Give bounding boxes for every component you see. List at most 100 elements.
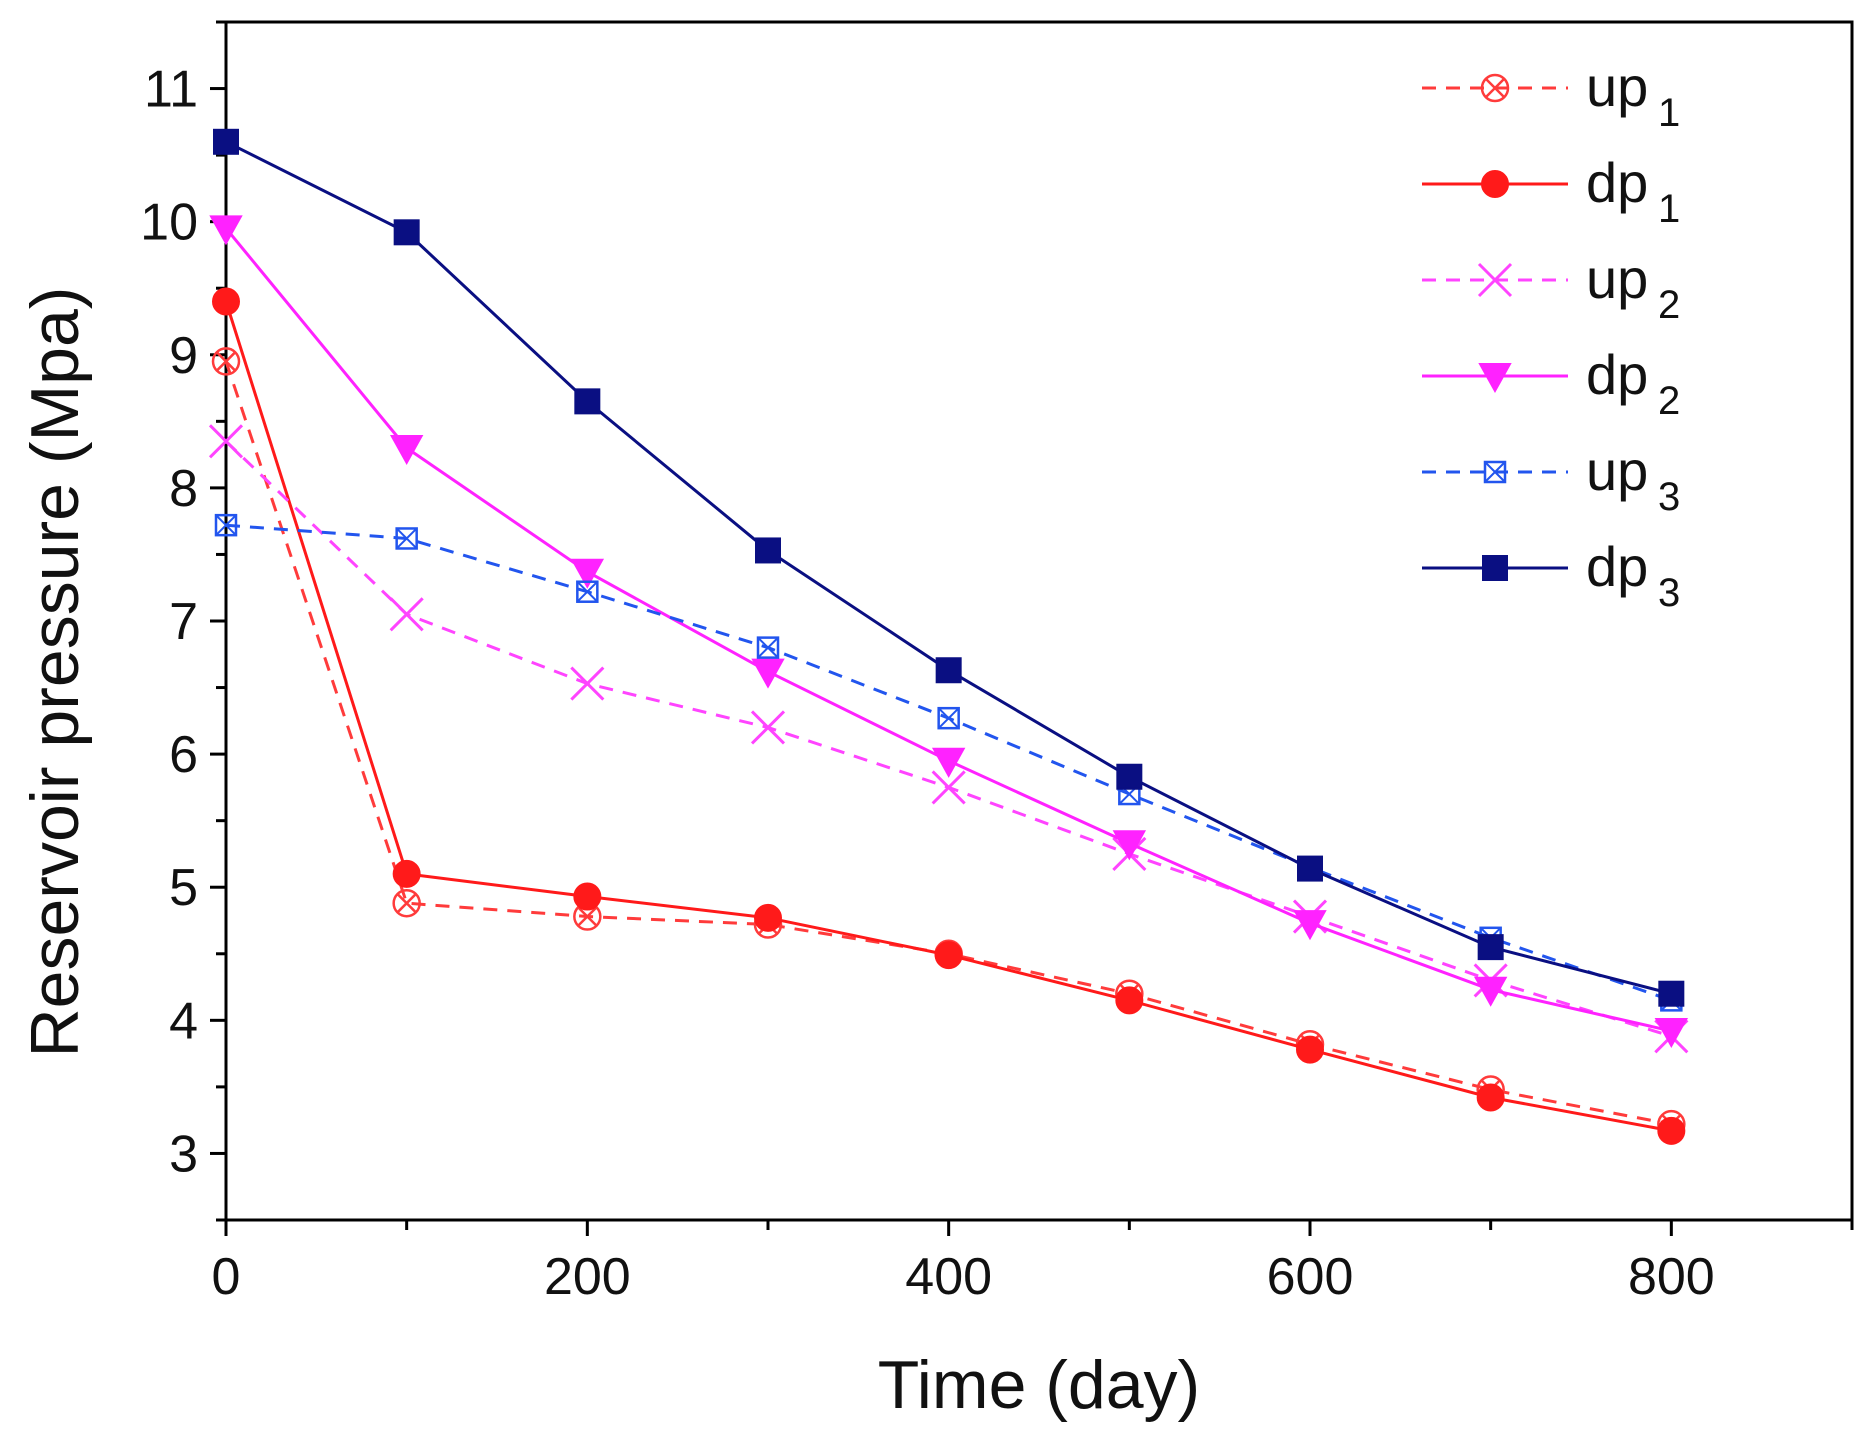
marker-box [937,706,960,730]
legend-entry: dp 2 [1422,343,1680,423]
x-tick-label: 0 [212,1248,241,1306]
legend-marker [1480,73,1510,103]
marker-cross [215,514,237,536]
data-point [1293,910,1327,941]
y-tick-label: 7 [169,593,198,651]
legend-subscript: 3 [1658,571,1680,615]
series-line [224,301,1672,1133]
y-tick-label: 11 [144,61,198,119]
data-point [931,770,966,805]
data-point [756,636,780,659]
legend-marker [1482,555,1508,581]
data-point [1297,855,1323,882]
marker-cross [757,636,779,659]
legend-subscript: 3 [1658,475,1680,519]
series-dp1 [212,287,1686,1145]
series-dp2 [209,215,1689,1049]
legend-label: dp [1586,343,1648,406]
data-point [1657,1116,1686,1145]
data-point [213,128,239,155]
marker-cross [1485,78,1505,98]
data-point [574,388,601,415]
legend-marker [1477,262,1513,298]
marker-cross [577,906,598,927]
marker-box [1483,460,1507,484]
x-tick-label: 600 [1267,1248,1354,1306]
legend-label: dp [1586,151,1648,214]
legend-entry: up 3 [1422,439,1680,519]
data-point [392,888,421,918]
y-tick-label: 5 [169,859,198,917]
data-point [1473,976,1508,1007]
marker-ring [392,888,421,918]
data-point [211,347,241,376]
data-point [570,558,605,589]
data-point [1654,1017,1689,1049]
marker-box [756,636,780,659]
y-tick-labels: 3 4 5 6 7 8 9 10 11 [140,61,198,1184]
marker-box [395,527,418,550]
legend-marker [1483,460,1507,484]
x-tick-label: 400 [905,1248,992,1306]
marker-cross [216,351,236,372]
y-tick-label: 3 [169,1125,198,1183]
y-tick-label: 10 [140,194,198,252]
legend: up 1dp 1up 2dp 2up 3dp 3 [1422,55,1680,615]
marker-cross [1484,461,1506,483]
data-point [389,434,424,466]
x-tick-label: 200 [544,1248,631,1306]
x-tick-labels: 0 200 400 600 800 [212,1248,1715,1306]
data-point [1477,934,1504,961]
y-axis-title: Reservoir pressure (Mpa) [17,287,93,1058]
data-point [576,580,599,603]
data-point [1658,980,1685,1007]
data-point [935,657,962,684]
y-tick-label: 6 [169,726,198,784]
legend-marker [1481,170,1509,198]
x-axis-title: Time (day) [878,1347,1200,1423]
data-point [750,710,786,745]
x-tick-label: 800 [1628,1248,1715,1306]
data-point [393,219,420,246]
legend-subscript: 2 [1658,379,1680,423]
data-point [751,658,785,689]
marker-cross [937,707,960,729]
data-point [1115,986,1144,1015]
legend-entry: dp 3 [1422,535,1680,615]
marker-cross [576,581,599,603]
legend-marker [1478,363,1512,394]
data-point [389,597,424,632]
marker-cross [395,527,418,550]
data-point [214,513,238,537]
series-layer [208,128,1689,1145]
marker-cross [396,893,417,914]
data-point [1296,1035,1324,1064]
y-tick-label: 8 [169,460,198,518]
y-tick-label: 4 [169,992,198,1050]
series-dp3 [213,128,1685,1007]
marker-ring [211,347,241,376]
legend-label: up [1586,55,1648,118]
data-point [937,706,960,730]
legend-entry: up 2 [1422,247,1680,327]
legend-entry: dp 1 [1422,151,1680,231]
legend-label: dp [1586,535,1648,598]
legend-subscript: 1 [1658,91,1680,135]
marker-box [214,513,238,537]
data-point [934,941,963,970]
legend-label: up [1586,439,1648,502]
data-point [1116,763,1143,790]
data-point [1112,830,1147,861]
series-line [224,360,1672,1126]
axis-ticks [210,20,1854,1236]
data-point [573,882,602,911]
data-point [1476,1083,1505,1112]
legend-subscript: 1 [1658,187,1680,231]
data-point [755,537,781,564]
data-point [931,747,966,778]
legend-label: up [1586,247,1648,310]
data-point [209,215,243,246]
legend-entry: up 1 [1422,55,1680,135]
data-point [208,424,244,459]
